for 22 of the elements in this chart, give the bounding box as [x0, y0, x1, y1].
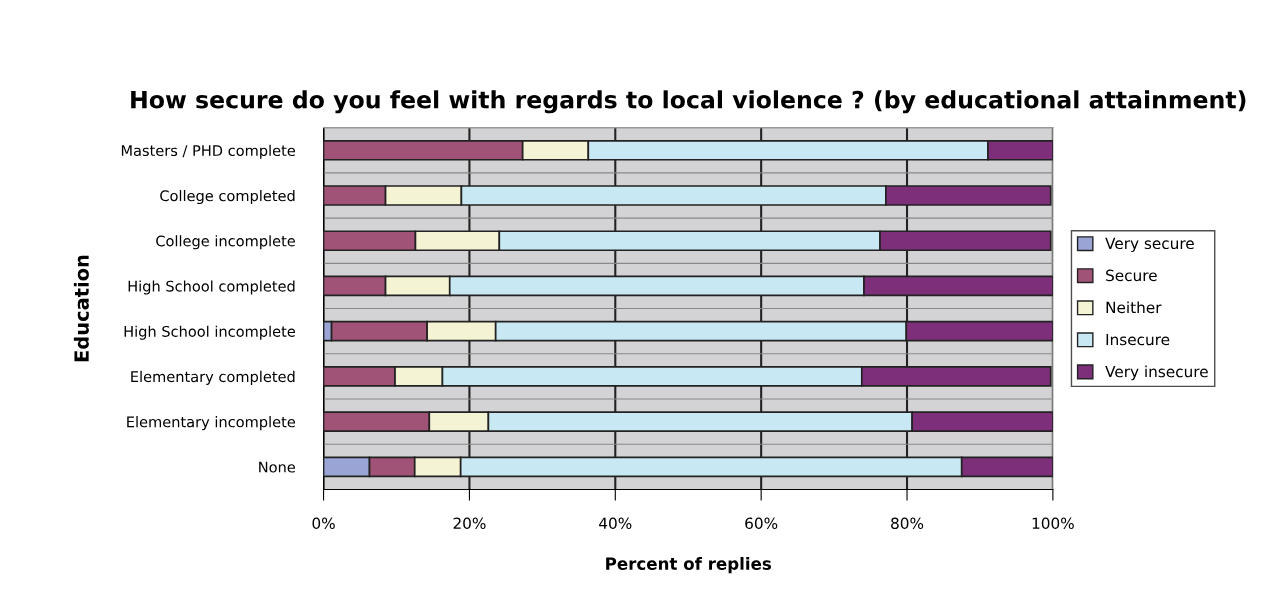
x-tick-label: 80%: [891, 517, 924, 530]
legend-label: Very insecure: [1105, 365, 1208, 381]
x-tick-label: 60%: [745, 517, 778, 530]
y-tick-label: Elementary completed: [131, 370, 295, 385]
y-tick-label: College incomplete: [156, 235, 296, 250]
x-tick-label: 100%: [1032, 517, 1074, 530]
legend-label: Very secure: [1105, 237, 1194, 253]
x-axis-title: Percent of replies: [606, 557, 772, 574]
legend-label: Neither: [1106, 301, 1162, 314]
y-axis-title: Education: [73, 255, 89, 362]
x-tick-label: 20%: [453, 517, 486, 530]
legend-label: Secure: [1106, 269, 1157, 282]
y-tick-label: Masters / PHD complete: [121, 144, 296, 159]
x-tick-label: 40%: [599, 517, 632, 530]
y-tick-label: Elementary incomplete: [127, 416, 296, 431]
x-tick-label: 0%: [312, 517, 335, 530]
y-tick-label: High School incomplete: [124, 325, 296, 340]
chart-title: How secure do you feel with regards to local violence ? (by educational attainment): [131, 90, 1246, 114]
y-tick-label: College completed: [160, 189, 295, 205]
legend-label: Insecure: [1106, 333, 1170, 346]
y-tick-label: High School completed: [128, 280, 295, 295]
y-tick-label: None: [259, 461, 296, 473]
